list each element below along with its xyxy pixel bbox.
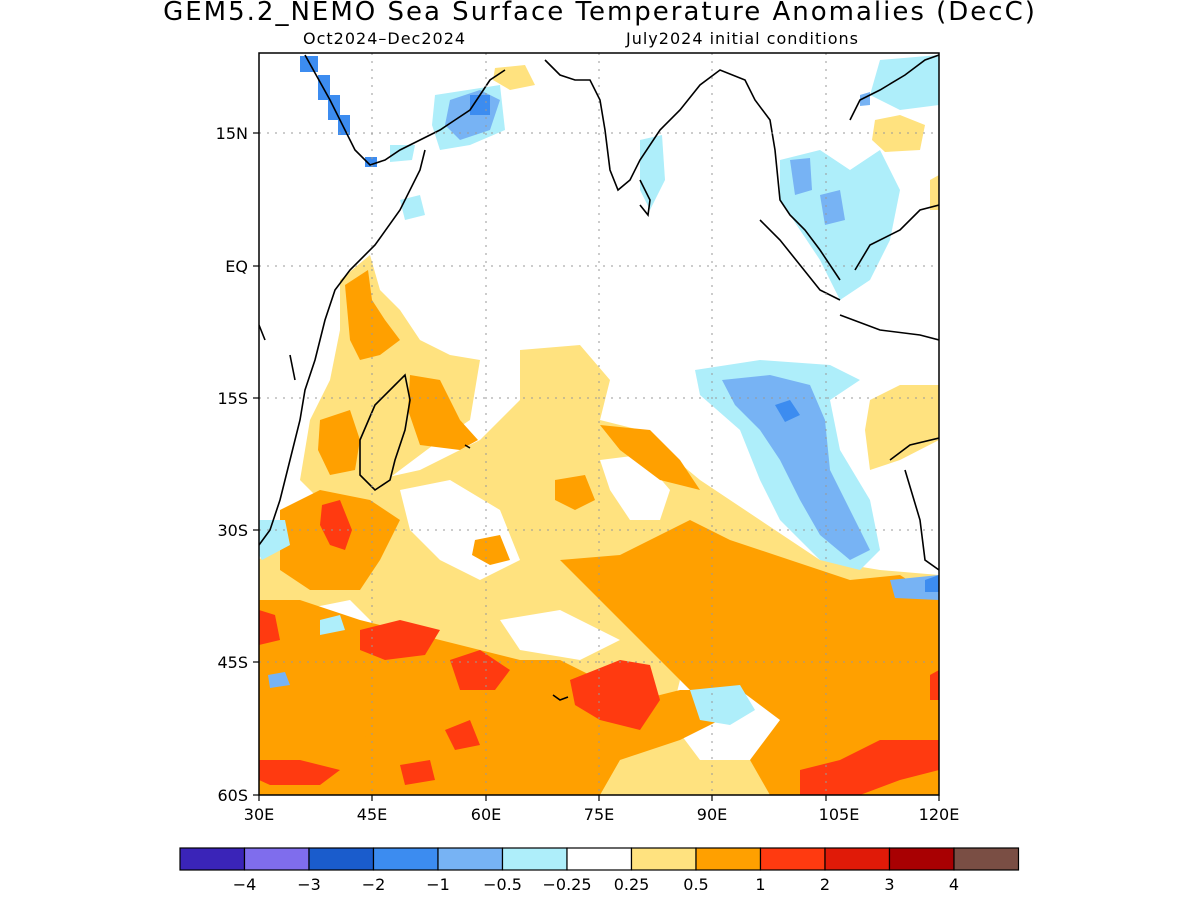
coastlines	[259, 54, 939, 701]
colorbar-swatch	[372, 847, 439, 871]
colorbar-label: −2	[362, 875, 386, 894]
colorbar-swatch	[243, 847, 310, 871]
lat-label-30s: 30S	[217, 521, 248, 540]
tick-marks	[253, 132, 940, 801]
colorbar-swatch	[437, 847, 504, 871]
lat-label-60s: 60S	[217, 786, 248, 805]
forecast-period: Oct2024–Dec2024	[303, 29, 467, 48]
anomaly-1-2	[259, 500, 939, 795]
lon-label-90e: 90E	[697, 805, 727, 824]
colorbar-swatch	[501, 847, 568, 871]
colorbar-label: −1	[426, 875, 450, 894]
lat-label-15n: 15N	[216, 124, 248, 143]
colorbar-label: −4	[233, 875, 257, 894]
colorbar: −4 −3 −2 −1 −0.5 −0.25 0.25 0.5 1 2 3 4	[179, 847, 1020, 894]
colorbar-swatch	[566, 847, 633, 871]
anomaly-minus-1-2	[300, 56, 939, 592]
lat-label-15s: 15S	[217, 389, 248, 408]
colorbar-label: 3	[884, 875, 894, 894]
colorbar-swatch	[953, 847, 1020, 871]
colorbar-label: 1	[755, 875, 765, 894]
lon-tick-labels: 30E 45E 60E 75E 90E 105E 120E	[244, 805, 960, 824]
colorbar-label: 0.25	[614, 875, 650, 894]
anomaly-0.5-1	[259, 270, 939, 795]
lat-label-eq: EQ	[225, 257, 248, 276]
colorbar-swatch	[179, 847, 246, 871]
colorbar-label: −3	[297, 875, 321, 894]
colorbar-label: −0.25	[542, 875, 591, 894]
lon-label-105e: 105E	[819, 805, 860, 824]
chart-title: GEM5.2_NEMO Sea Surface Temperature Anom…	[163, 0, 1037, 27]
colorbar-label: 4	[949, 875, 959, 894]
lon-label-60e: 60E	[471, 805, 501, 824]
colorbar-label: −0.5	[483, 875, 522, 894]
initial-conditions: July2024 initial conditions	[626, 29, 859, 48]
colorbar-swatch	[308, 847, 375, 871]
colorbar-swatch	[695, 847, 762, 871]
colorbar-label: 2	[820, 875, 830, 894]
lat-tick-labels: 15N EQ 15S 30S 45S 60S	[216, 124, 248, 805]
colorbar-label: 0.5	[683, 875, 708, 894]
colorbar-swatch	[759, 847, 826, 871]
colorbar-swatch	[824, 847, 891, 871]
lon-label-30e: 30E	[244, 805, 274, 824]
lon-label-45e: 45E	[357, 805, 387, 824]
lon-label-75e: 75E	[584, 805, 614, 824]
lat-label-45s: 45S	[217, 653, 248, 672]
colorbar-swatch	[888, 847, 955, 871]
colorbar-swatch	[630, 847, 697, 871]
lon-label-120e: 120E	[919, 805, 960, 824]
grid	[259, 53, 939, 795]
